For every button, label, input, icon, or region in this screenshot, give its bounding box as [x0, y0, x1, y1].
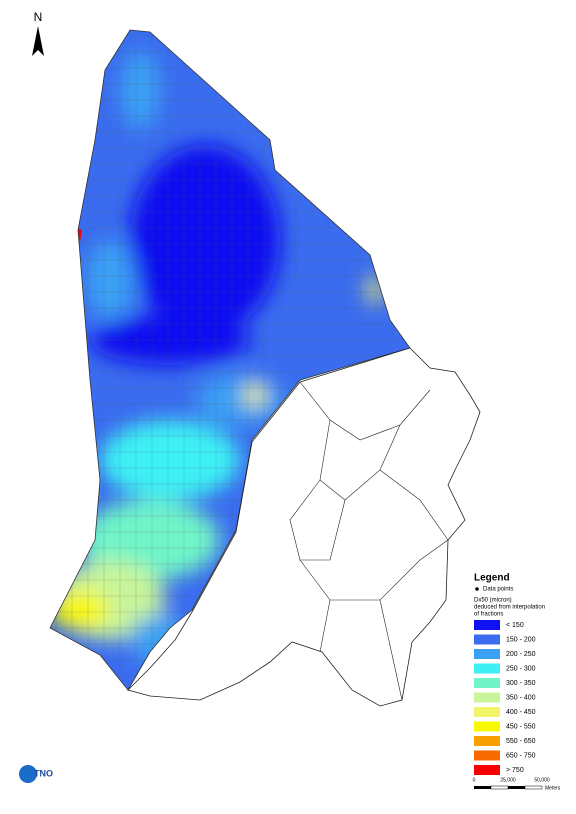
legend-swatch [474, 721, 500, 732]
legend-swatch [474, 707, 500, 717]
legend-swatch [474, 736, 500, 746]
province-borders [289, 381, 449, 701]
legend-swatch [474, 678, 500, 688]
scale-bar: 0 25,000 50,000 Meters [473, 777, 561, 791]
legend-swatch [474, 750, 500, 761]
legend-label: 550 - 650 [506, 738, 536, 745]
legend-label: 400 - 450 [506, 709, 536, 716]
land-outline [127, 347, 481, 707]
legend-swatch [474, 634, 500, 645]
legend-label: > 750 [506, 767, 524, 774]
scale-label: 0 [473, 777, 476, 783]
legend-label: 250 - 300 [506, 665, 536, 672]
legend-description: of fractions [474, 612, 503, 618]
legend-swatch [474, 663, 500, 674]
scale-unit: Meters [545, 785, 561, 791]
data-point-symbol [475, 587, 479, 591]
legend-swatch [474, 692, 500, 703]
north-arrow [32, 26, 44, 56]
legend-label: 200 - 250 [506, 651, 536, 658]
scale-label: 25,000 [500, 777, 516, 783]
legend-swatch [474, 765, 500, 775]
north-label: N [34, 10, 43, 24]
logo-text: TNO [34, 768, 53, 778]
legend-label: 150 - 200 [506, 636, 536, 643]
logo: TNO [19, 765, 53, 783]
legend-swatch [474, 620, 500, 630]
legend-label: 300 - 350 [506, 680, 536, 687]
legend-label: 450 - 550 [506, 723, 536, 730]
legend-swatch [474, 649, 500, 659]
legend-description: Dx50 (micron) [474, 598, 512, 604]
legend: Legend Data points Dx50 (micron)deduced … [474, 573, 545, 775]
scale-label: 50,000 [534, 777, 550, 783]
legend-label: 350 - 400 [506, 694, 536, 701]
legend-point-label: Data points [483, 587, 513, 593]
legend-label: 650 - 750 [506, 752, 536, 759]
survey-boundary [49, 29, 411, 691]
legend-title: Legend [474, 573, 510, 584]
legend-label: < 150 [506, 622, 524, 629]
legend-description: deduced from interpolation [474, 605, 545, 611]
